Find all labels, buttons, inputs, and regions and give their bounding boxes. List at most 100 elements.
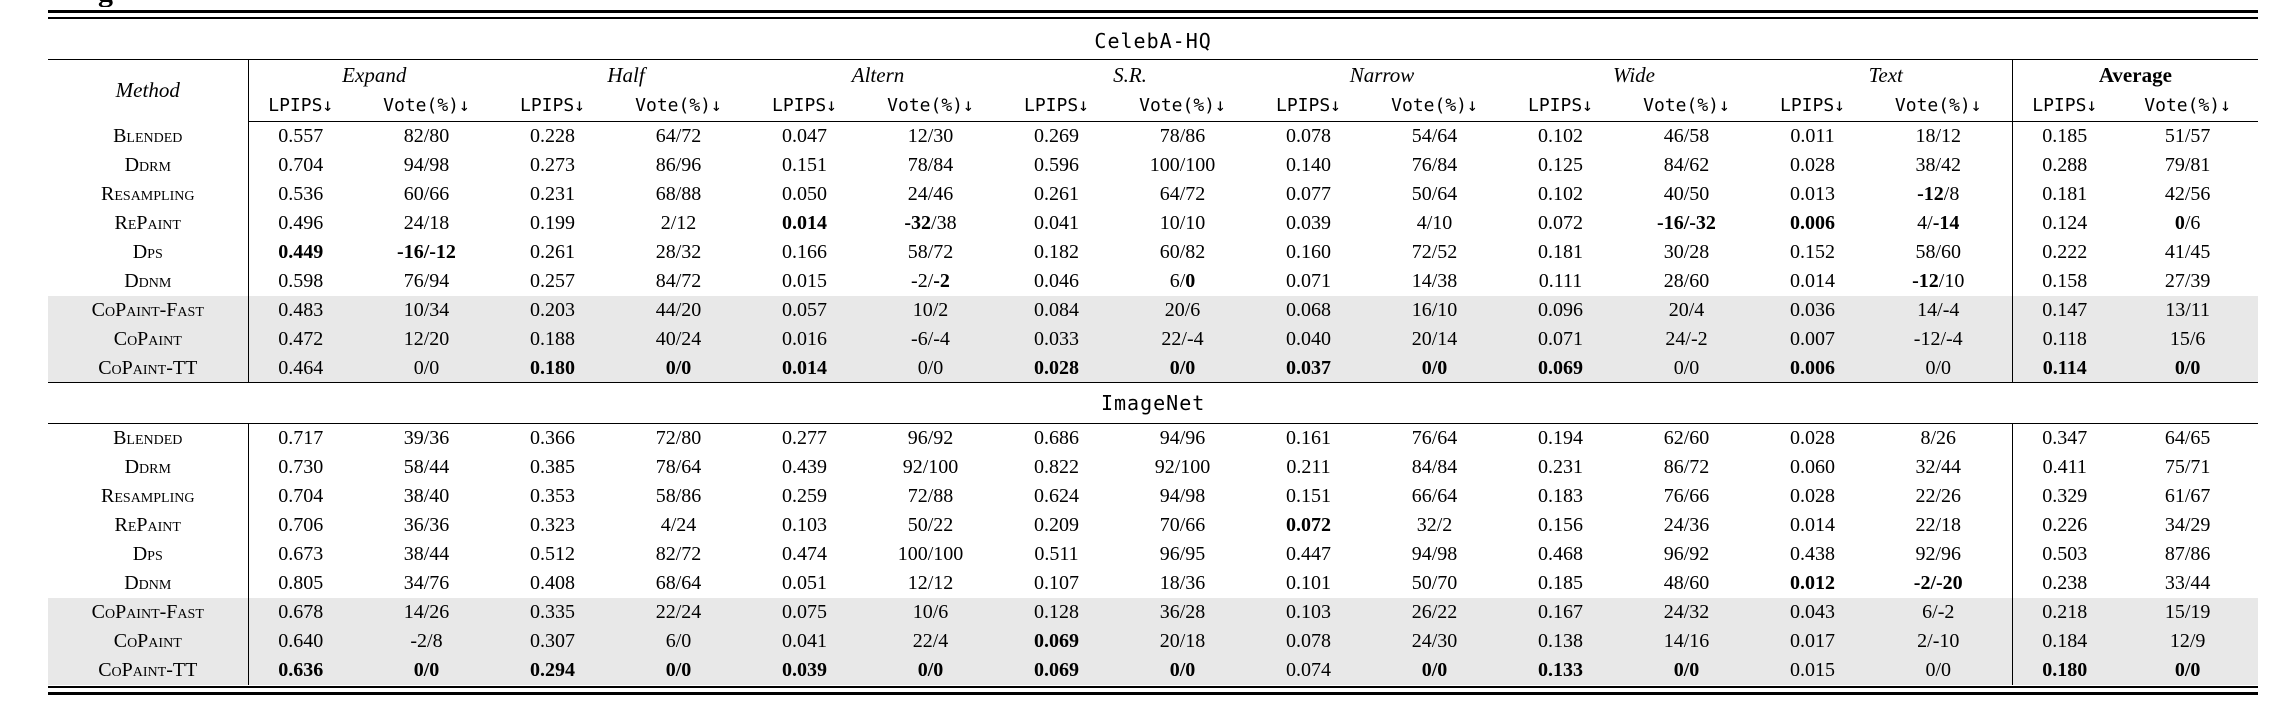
lpips-cell: 0.041 (752, 627, 857, 656)
value: 0.273 (530, 154, 575, 176)
value: 0.071 (1538, 328, 1583, 350)
value: 0.805 (278, 572, 324, 594)
vote-cell: 46/58 (1613, 122, 1760, 151)
method-cell: Ddrm (48, 150, 249, 180)
lpips-cell: 0.047 (752, 122, 857, 151)
vote-cell: 4/-14 (1865, 208, 2013, 238)
value: 50/70 (1411, 572, 1458, 594)
value: 0.147 (2042, 299, 2088, 321)
vote-cell: 58/60 (1865, 237, 2013, 267)
lpips-cell: 0.074 (1256, 656, 1361, 685)
lpips-cell: 0.598 (248, 267, 353, 296)
vote-cell: 39/36 (353, 424, 500, 453)
lpips-cell: 0.007 (1760, 325, 1865, 354)
lpips-cell: 0.706 (248, 511, 353, 540)
lpips-cell: 0.366 (500, 424, 605, 453)
value: 26/22 (1411, 601, 1458, 623)
vote-cell: 60/66 (353, 180, 500, 209)
value: 0.184 (2042, 630, 2088, 652)
vote-cell: 94/98 (1361, 540, 1508, 569)
value: 96/95 (1159, 543, 1206, 565)
vote-cell: 79/81 (2117, 151, 2258, 180)
value: 0.730 (278, 456, 324, 478)
value: 100/100 (897, 543, 964, 565)
vote-cell: 86/72 (1613, 453, 1760, 482)
lpips-cell: 0.046 (1004, 267, 1109, 296)
lpips-cell: 0.166 (752, 238, 857, 267)
value: 72/52 (1411, 241, 1458, 263)
value: 16/10 (1411, 299, 1458, 321)
vote-cell: 87/86 (2117, 540, 2258, 569)
lpips-cell: 0.180 (2012, 656, 2117, 685)
vote-cell: -12/-4 (1865, 324, 2013, 354)
vote-cell: 22/-4 (1109, 325, 1256, 354)
vote-cell: 94/98 (1109, 482, 1256, 511)
lpips-header: LPIPS↓ (248, 90, 353, 122)
value: /6 (2184, 212, 2201, 234)
value: 0.496 (278, 212, 324, 234)
lpips-cell: 0.483 (248, 296, 353, 325)
vote-cell: 48/60 (1613, 569, 1760, 598)
value: 84/72 (655, 270, 702, 292)
value: 0.822 (1034, 456, 1079, 478)
vote-cell: 58/72 (857, 238, 1004, 267)
lpips-cell: 0.678 (248, 598, 353, 627)
value: 32/44 (1915, 456, 1962, 478)
col-group-text: Text (1760, 59, 2013, 90)
table-row: Dps 0.673 38/44 0.512 82/72 0.474 100/100 0.511… (48, 539, 2258, 569)
table-row: Dps 0.449 -16/-12 0.261 28/32 0.166 58/72 0.182… (48, 237, 2258, 267)
vote-cell: 26/22 (1361, 598, 1508, 627)
value: 0.185 (1538, 572, 1583, 594)
lpips-cell: 0.261 (500, 238, 605, 267)
lpips-cell: 0.203 (500, 296, 605, 325)
value: 0.096 (1538, 299, 1583, 321)
value: 64/65 (2164, 427, 2211, 450)
value: 0.103 (1286, 601, 1331, 623)
vote-cell: 22/4 (857, 627, 1004, 656)
value: 39/36 (403, 427, 450, 450)
bold-value: 0/0 (1421, 356, 1448, 379)
vote-cell: 0/0 (1361, 353, 1508, 383)
lpips-cell: 0.259 (752, 482, 857, 511)
vote-cell: 24/18 (353, 209, 500, 238)
vote-cell: 6/0 (605, 627, 752, 656)
lpips-cell: 0.183 (1508, 482, 1613, 511)
table-row: CoPaint-TT 0.464 0/0 0.180 0/0 0.014 0/0 0.028 0… (48, 353, 2259, 383)
vote-cell: 13/11 (2117, 296, 2258, 325)
vote-cell: 10/34 (353, 296, 500, 325)
value: 22/4 (912, 630, 949, 652)
lpips-cell: 0.011 (1760, 122, 1865, 151)
lpips-cell: 0.503 (2012, 540, 2117, 569)
method-cell: Blended (48, 121, 249, 151)
vote-cell: 84/72 (605, 267, 752, 296)
vote-cell: 72/88 (857, 482, 1004, 511)
vote-header: Vote(%)↓ (1361, 90, 1508, 122)
bold-value: 0.133 (1538, 659, 1583, 681)
value: 0.231 (530, 183, 575, 205)
lpips-cell: 0.147 (2012, 296, 2117, 325)
value: 6/-2 (1922, 601, 1955, 623)
value: 6/ (1169, 270, 1186, 292)
lpips-cell: 0.069 (1004, 627, 1109, 656)
bold-value: 0/0 (2174, 659, 2201, 681)
value: 38/44 (403, 543, 450, 565)
value: 0.704 (278, 485, 324, 507)
bold-value: 0.069 (1034, 659, 1079, 681)
vote-cell: 50/64 (1361, 180, 1508, 209)
value: 94/98 (1411, 543, 1458, 565)
vote-cell: 42/56 (2117, 180, 2258, 209)
vote-cell: 92/100 (1109, 453, 1256, 482)
value: 10/6 (912, 601, 949, 623)
value: 0.007 (1790, 328, 1835, 350)
value: 14/38 (1411, 270, 1458, 292)
table-row: Ddrm 0.704 94/98 0.273 86/96 0.151 78/84 0.596 1… (48, 150, 2258, 180)
value: 66/64 (1411, 485, 1458, 507)
vote-cell: 94/98 (353, 151, 500, 180)
vote-header: Vote(%)↓ (2117, 90, 2259, 122)
value: 0.151 (782, 154, 827, 176)
lpips-cell: 0.111 (1508, 267, 1613, 296)
value: 22/18 (1915, 514, 1962, 536)
bold-value: 0 (1185, 270, 1196, 292)
vote-cell: 10/2 (857, 296, 1004, 325)
vote-cell: 75/71 (2117, 453, 2258, 482)
